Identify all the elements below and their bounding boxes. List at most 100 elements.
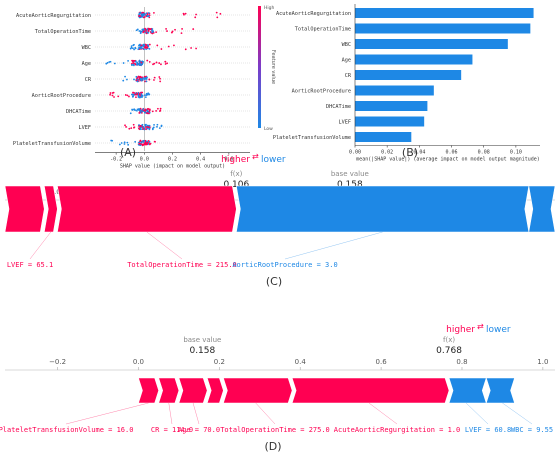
shap-dot [125,126,127,128]
positive-feature-label: AcuteAorticRegurgitation = 1.0 [334,426,460,434]
shap-dot [126,78,128,81]
shap-dot [145,126,147,129]
x-tick-label: 0.08 [478,150,490,156]
shap-dot [140,91,142,94]
shap-dot [142,128,145,130]
lower-label: lower [261,155,286,165]
x-tick-label: 0.4 [196,157,205,163]
feature-label: AcuteAorticRegurgitation [16,13,91,19]
panel-a-beeswarm: AcuteAorticRegurgitation TotalOperationTi… [13,5,276,170]
shap-dot [132,123,135,126]
feature-label: AorticRootProcedure [32,93,91,99]
panel-b-bar-chart: AcuteAorticRegurgitation TotalOperationTi… [273,4,540,163]
shap-dot [113,96,115,98]
shap-dot [127,143,130,146]
shap-dot [141,110,144,113]
shap-dot [111,94,114,97]
negative-feature-label: LVEF = 60.8 [465,426,511,434]
shap-dot [144,141,147,144]
shap-dot [173,44,175,47]
shap-dot [145,44,148,46]
lower-label: lower [486,325,511,335]
shap-dot [137,63,140,66]
shap-dot [148,93,151,96]
x-tick-label: 0.8 [456,358,467,366]
shap-dot [181,28,183,30]
shap-dot [153,123,155,126]
positive-feature-label-leader [29,231,51,260]
bar-category-label: AorticRootProcedure [292,89,351,95]
shap-dot [139,128,142,131]
shap-dot [135,96,137,99]
positive-feature-label: CR = 114.0 [151,426,193,434]
shap-dot [120,142,123,144]
shap-dot [156,125,158,128]
positive-feature-label: PlateletTransfusionVolume = 16.0 [0,426,133,434]
shap-dot [158,127,161,130]
shap-dot [113,62,116,65]
base-value: 0.158 [337,180,363,190]
shap-dot [143,48,145,51]
shap-dot [135,75,138,78]
shap-dot [166,30,168,32]
x-tick-label: 0.04 [413,150,425,156]
positive-feature-label-leader [65,402,149,425]
shap-dot [144,124,147,126]
shap-dot [118,143,121,146]
shap-dot [140,95,143,97]
shap-dot [137,48,140,51]
bar [355,39,508,49]
shap-dot [165,28,167,30]
shap-dot [134,47,137,50]
shap-dot [126,94,129,97]
shap-dot [145,80,148,83]
shap-dot [124,94,127,96]
negative-feature-label-leader [284,231,383,260]
panel-d-force-plot: higher ⇄ lower f(x) 0.768 base value 0.158 −0.2… [0,322,555,434]
shap-dot [129,112,132,115]
shap-dot [138,30,141,32]
shap-dot [122,79,125,82]
shap-dot [133,48,135,51]
x-tick-label: 0.6 [376,358,388,366]
feature-label: PlateletTransfusionVolume [13,141,91,147]
shap-dot [132,91,134,94]
shap-dot [142,140,145,143]
negative-feature-label-leader [465,402,489,425]
positive-force-segment [291,377,450,404]
shap-dot [159,107,162,110]
negative-force-segment [235,185,530,233]
shap-dot [140,30,143,33]
shap-dot [139,111,142,114]
shap-dot [151,127,154,130]
bar-category-label: CR [345,73,352,79]
shap-dot [136,92,139,95]
shap-dot [155,61,158,64]
shap-dot [141,95,144,97]
shap-dot [158,62,161,64]
shap-dot [128,95,130,98]
shap-dot [140,79,143,82]
bar-category-label: PlateletTransfusionVolume [273,135,351,141]
bar [355,132,412,142]
higher-arrow-icon: ⇄ [477,322,484,331]
shap-dot [148,143,151,146]
shap-dot [159,77,161,80]
bar [355,54,473,65]
negative-feature-label: WBC = 9.55 [511,426,553,434]
shap-dot [148,61,151,63]
shap-dot [138,93,141,96]
x-tick-label: -0.2 [110,157,122,163]
x-tick-label: −0.2 [49,358,66,366]
shap-dot [148,140,151,143]
shap-dot [143,16,145,19]
feature-label: DHCATime [66,109,91,115]
shap-dot [136,28,139,31]
negative-force-segment [528,185,556,233]
shap-dot [139,64,142,66]
x-tick-label: 0.0 [133,358,144,366]
shap-dot [144,80,146,83]
shap-dot [138,108,141,111]
feature-label: CR [85,77,92,83]
shap-dot [195,13,198,16]
